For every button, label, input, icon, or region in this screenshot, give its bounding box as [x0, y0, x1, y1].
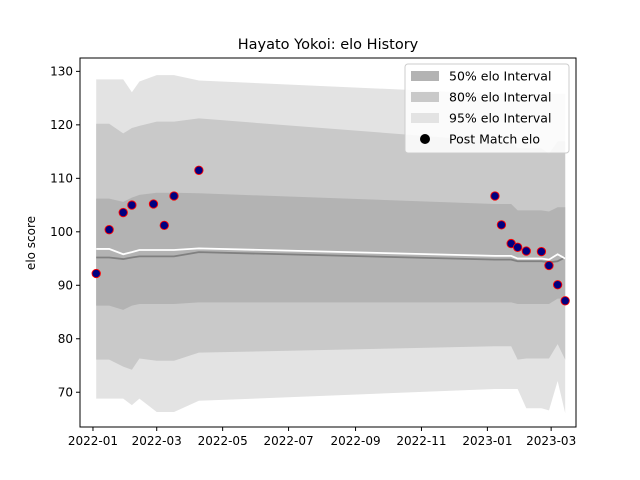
legend-swatch	[411, 113, 439, 123]
legend-label: 95% elo Interval	[449, 111, 551, 126]
data-point	[544, 260, 554, 271]
interval-bands	[96, 75, 566, 414]
plot-frame	[79, 57, 577, 428]
legend: 50% elo Interval 80% elo Interval 95% elo …	[404, 63, 570, 154]
data-point	[496, 220, 507, 230]
median-line	[96, 247, 566, 261]
legend-label: Post Match elo	[449, 132, 540, 147]
y-tick-label: 90	[58, 279, 73, 293]
legend-box	[404, 63, 570, 154]
x-tick-label: 2022-01	[68, 434, 118, 448]
y-tick-label: 120	[50, 118, 73, 132]
x-tick-label: 2022-11	[396, 434, 446, 448]
data-point	[194, 165, 204, 175]
data-point	[513, 242, 523, 252]
data-point	[91, 268, 101, 279]
y-tick-label: 100	[50, 225, 73, 239]
x-axis: 2022-01 2022-03 2022-05 2022-07 2022-09 2022-…	[68, 427, 576, 448]
y-tick-label: 130	[50, 65, 73, 79]
y-tick-label: 80	[58, 332, 73, 346]
y-axis-label: elo score	[24, 216, 38, 270]
data-point	[148, 199, 159, 209]
data-point	[490, 191, 500, 201]
legend-label: 80% elo Interval	[449, 90, 551, 105]
data-point	[560, 296, 570, 306]
data-point	[169, 191, 179, 201]
y-axis: 70 80 90 100 110 120 130	[50, 65, 80, 400]
y-tick-label: 110	[50, 172, 73, 186]
chart-title: Hayato Yokoi: elo History	[238, 37, 419, 53]
legend-swatch	[411, 92, 439, 102]
legend-swatch	[411, 71, 439, 81]
summary-lines	[96, 247, 566, 264]
legend-marker	[420, 134, 430, 144]
y-tick-label: 70	[58, 386, 73, 400]
data-point	[127, 200, 137, 210]
post-match-points	[91, 165, 570, 306]
x-tick-label: 2023-01	[462, 434, 512, 448]
legend-label: 50% elo Interval	[449, 69, 551, 84]
x-tick-label: 2022-07	[263, 434, 313, 448]
data-point	[536, 246, 547, 257]
data-point	[104, 225, 114, 235]
mean-line	[96, 251, 566, 264]
data-point	[159, 220, 169, 231]
x-tick-label: 2022-03	[132, 434, 182, 448]
data-point	[552, 280, 563, 290]
x-tick-label: 2023-03	[526, 434, 576, 448]
x-tick-label: 2022-05	[198, 434, 248, 448]
x-tick-label: 2022-09	[330, 434, 380, 448]
data-point	[118, 207, 128, 218]
data-point	[521, 246, 531, 256]
